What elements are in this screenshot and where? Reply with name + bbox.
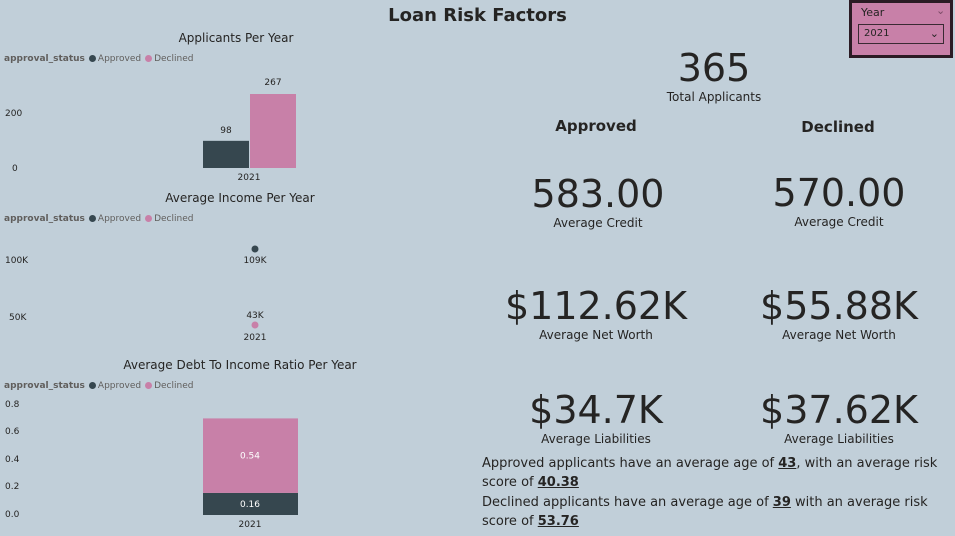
total-applicants-value: 365 — [677, 46, 751, 90]
bar-approved-2021[interactable] — [203, 140, 249, 168]
x-tick-label: 2021 — [238, 173, 261, 183]
approved-column-header: Approved — [555, 117, 637, 135]
approved-summary-text: Approved applicants have an average age … — [482, 454, 954, 492]
declined-summary-prefix: Declined applicants have an average age … — [482, 495, 773, 510]
y-tick-label: 200 — [5, 109, 22, 119]
declined-credit-label: Average Credit — [794, 215, 884, 229]
income-legend[interactable]: approval_status Approved Declined — [4, 214, 193, 224]
declined-legend-dot — [145, 215, 153, 222]
legend-declined-label: Declined — [154, 381, 194, 391]
approved-net-worth-label: Average Net Worth — [539, 328, 653, 342]
bar-approved-2021[interactable] — [203, 492, 298, 515]
approved-legend-dot — [88, 55, 96, 62]
approved-liabilities-label: Average Liabilities — [541, 432, 651, 446]
chevron-down-icon: ⌄ — [929, 27, 939, 40]
y-tick-label: 0.0 — [5, 510, 20, 520]
debt-legend[interactable]: approval_status Approved Declined — [4, 381, 193, 391]
page-title: Loan Risk Factors — [388, 5, 567, 26]
x-tick-label: 2021 — [239, 520, 262, 530]
applicants-legend[interactable]: approval_status Approved Declined — [4, 54, 193, 64]
debt-chart-title: Average Debt To Income Ratio Per Year — [123, 358, 357, 372]
y-tick-label: 0.6 — [5, 427, 20, 437]
declined-credit-card: 570.00 Average Credit — [719, 171, 955, 229]
declined-summary-text: Declined applicants have an average age … — [482, 493, 954, 531]
declined-average-risk-score: 53.76 — [537, 514, 579, 529]
approved-credit-card: 583.00 Average Credit — [478, 172, 718, 230]
approved-average-risk-score: 40.38 — [537, 475, 579, 490]
legend-approved-label: Approved — [97, 381, 142, 391]
bar-declined-2021[interactable] — [203, 418, 298, 493]
legend-declined-label: Declined — [154, 214, 194, 224]
approved-net-worth-value: $112.62K — [504, 284, 688, 328]
income-chart-title: Average Income Per Year — [165, 191, 315, 205]
applicants-chart[interactable]: 200 0 98 267 2021 — [0, 70, 480, 185]
legend-approved-label: Approved — [97, 54, 142, 64]
declined-legend-dot — [145, 382, 153, 389]
approved-net-worth-card: $112.62K Average Net Worth — [476, 284, 716, 342]
approved-liabilities-value: $34.7K — [529, 388, 663, 432]
applicants-chart-title: Applicants Per Year — [178, 31, 294, 45]
point-approved-2021[interactable] — [251, 245, 259, 253]
data-label-approved: 98 — [220, 126, 232, 136]
approved-summary-prefix: Approved applicants have an average age … — [482, 456, 779, 471]
slicer-label: Year — [861, 6, 885, 19]
bar-declined-2021[interactable] — [250, 94, 296, 168]
slicer-collapse-chevron-icon[interactable]: ⌄ — [936, 4, 946, 17]
point-declined-2021[interactable] — [251, 321, 259, 329]
approved-average-age: 43 — [778, 456, 797, 471]
approved-legend-dot — [88, 382, 96, 389]
legend-title: approval_status — [4, 214, 85, 224]
declined-credit-value: 570.00 — [772, 171, 906, 215]
approved-summary-middle: , with an average risk score of — [482, 456, 938, 490]
approved-legend-dot — [88, 215, 96, 222]
declined-liabilities-card: $37.62K Average Liabilities — [719, 388, 955, 446]
year-slicer[interactable]: Year ⌄ 2021 ⌄ — [849, 0, 953, 58]
legend-approved-label: Approved — [97, 214, 142, 224]
declined-liabilities-label: Average Liabilities — [784, 432, 894, 446]
declined-legend-dot — [145, 55, 153, 62]
declined-net-worth-value: $55.88K — [760, 284, 918, 328]
declined-net-worth-card: $55.88K Average Net Worth — [719, 284, 955, 342]
declined-column-header: Declined — [801, 118, 875, 136]
y-tick-label: 0.8 — [5, 400, 20, 410]
total-applicants-card: 365 Total Applicants — [594, 46, 834, 104]
data-label-declined: 43K — [246, 311, 264, 321]
declined-average-age: 39 — [772, 495, 791, 510]
declined-net-worth-label: Average Net Worth — [782, 328, 896, 342]
approved-credit-value: 583.00 — [531, 172, 665, 216]
y-tick-label: 0.2 — [5, 482, 19, 492]
data-label-approved: 0.16 — [240, 500, 260, 510]
y-tick-label: 50K — [9, 313, 27, 323]
legend-title: approval_status — [4, 54, 85, 64]
data-label-declined: 0.54 — [240, 452, 260, 462]
year-dropdown-value: 2021 — [864, 28, 890, 39]
legend-declined-label: Declined — [154, 54, 194, 64]
data-label-approved: 109K — [243, 256, 267, 266]
data-label-declined: 267 — [264, 78, 281, 88]
y-tick-label: 100K — [5, 256, 29, 266]
declined-summary-middle: with an average risk score of — [482, 495, 928, 529]
approved-liabilities-card: $34.7K Average Liabilities — [476, 388, 716, 446]
declined-liabilities-value: $37.62K — [760, 388, 918, 432]
year-dropdown[interactable]: 2021 ⌄ — [858, 24, 944, 44]
approved-credit-label: Average Credit — [553, 216, 643, 230]
x-tick-label: 2021 — [244, 333, 267, 343]
legend-title: approval_status — [4, 381, 85, 391]
debt-chart[interactable]: 0.8 0.6 0.4 0.2 0.0 0.16 0.54 2021 — [0, 395, 480, 536]
y-tick-label: 0 — [12, 164, 18, 174]
y-tick-label: 0.4 — [5, 455, 20, 465]
total-applicants-label: Total Applicants — [666, 90, 762, 104]
income-chart[interactable]: 100K 50K 109K 43K 2021 — [0, 230, 480, 345]
